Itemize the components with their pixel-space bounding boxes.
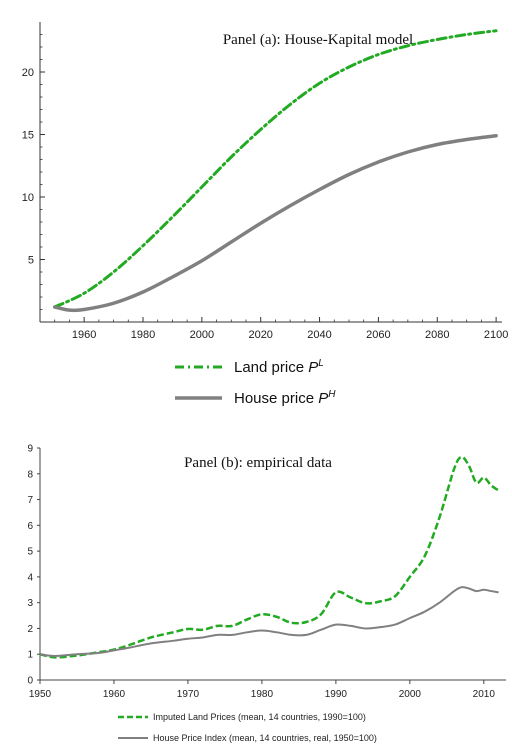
land-price-line xyxy=(53,29,498,309)
legend-imputed-land-label: Imputed Land Prices (mean, 14 countries,… xyxy=(153,712,366,722)
panel-a-x-tick-label: 2100 xyxy=(484,329,508,341)
legend-land-price-name: Land price xyxy=(234,359,304,376)
panel-b-x-tick-label: 1970 xyxy=(177,689,200,700)
panel-a-y-tick-label: 20 xyxy=(22,67,34,79)
legend-house-price-label: House price PH xyxy=(234,389,336,407)
legend-land-price-symbol: P xyxy=(308,359,318,376)
panel-a-x-tick-label: 2080 xyxy=(425,329,449,341)
panel-b-legend: Imputed Land Prices (mean, 14 countries,… xyxy=(118,712,377,743)
panel-b-y-tick-label: 4 xyxy=(27,572,33,583)
panel-b-y-tick-label: 8 xyxy=(27,469,33,480)
panel-b-x-tick-label: 1980 xyxy=(251,689,274,700)
panel-b-y-tick-label: 6 xyxy=(27,521,33,532)
panel-a-x-tick-label: 2020 xyxy=(248,329,272,341)
panel-b-y-tick-label: 3 xyxy=(27,598,33,609)
panel-b-title: Panel (b): empirical data xyxy=(184,455,332,471)
panel-b: 0 1 2 3 4 5 6 7 8 9 1950 1960 1970 1980 1990 2000 2010 P… xyxy=(27,444,506,743)
legend-house-price-name: House price xyxy=(234,390,314,407)
panel-a-y-tick-label: 15 xyxy=(22,130,34,142)
legend-house-index-label: House Price Index (mean, 14 countries, r… xyxy=(153,733,377,743)
legend-land-price-sup: L xyxy=(318,358,324,369)
panel-b-axes xyxy=(39,448,506,681)
panel-a-legend: Land price PL House price PH xyxy=(175,358,336,407)
panel-a-x-tick-label: 1960 xyxy=(72,329,96,341)
imputed-land-prices-line xyxy=(39,455,500,659)
legend-house-price-sup: H xyxy=(328,389,336,400)
panel-a-series xyxy=(52,29,498,313)
panel-a-y-tick-label: 10 xyxy=(22,192,34,204)
panel-b-y-tick-label: 7 xyxy=(27,495,33,506)
house-price-line xyxy=(52,134,498,313)
panel-a-x-tick-label: 2040 xyxy=(307,329,331,341)
panel-a-x-tick-label: 2060 xyxy=(366,329,390,341)
panel-b-x-tick-label: 1960 xyxy=(103,689,126,700)
panel-b-ticks: 0 1 2 3 4 5 6 7 8 9 1950 1960 1970 1980 1990 2000 2010 xyxy=(27,444,495,701)
panel-b-x-tick-label: 2000 xyxy=(399,689,422,700)
panel-b-x-tick-label: 2010 xyxy=(473,689,496,700)
panel-b-y-tick-label: 9 xyxy=(27,444,33,455)
panel-a-y-tick-label: 5 xyxy=(28,255,34,267)
panel-b-y-tick-label: 0 xyxy=(27,676,33,687)
panel-b-y-tick-label: 2 xyxy=(27,624,33,635)
panel-a-ticks: 5 10 15 20 1960 1980 2000 2020 2040 2060 2080 2100 xyxy=(22,34,508,341)
panel-b-x-tick-label: 1990 xyxy=(325,689,348,700)
legend-house-price-symbol: P xyxy=(318,390,328,407)
house-price-index-line xyxy=(39,586,499,658)
panel-a-x-tick-label: 2000 xyxy=(190,329,214,341)
panel-b-x-tick-label: 1950 xyxy=(29,689,52,700)
panel-b-y-tick-label: 1 xyxy=(27,650,33,661)
legend-land-price-label: Land price PL xyxy=(234,358,324,376)
panel-a-title: Panel (a): House-Kapital model xyxy=(223,32,413,48)
panel-a-x-tick-label: 1980 xyxy=(131,329,155,341)
panel-b-series xyxy=(39,455,500,659)
panel-b-y-tick-label: 5 xyxy=(27,547,33,558)
